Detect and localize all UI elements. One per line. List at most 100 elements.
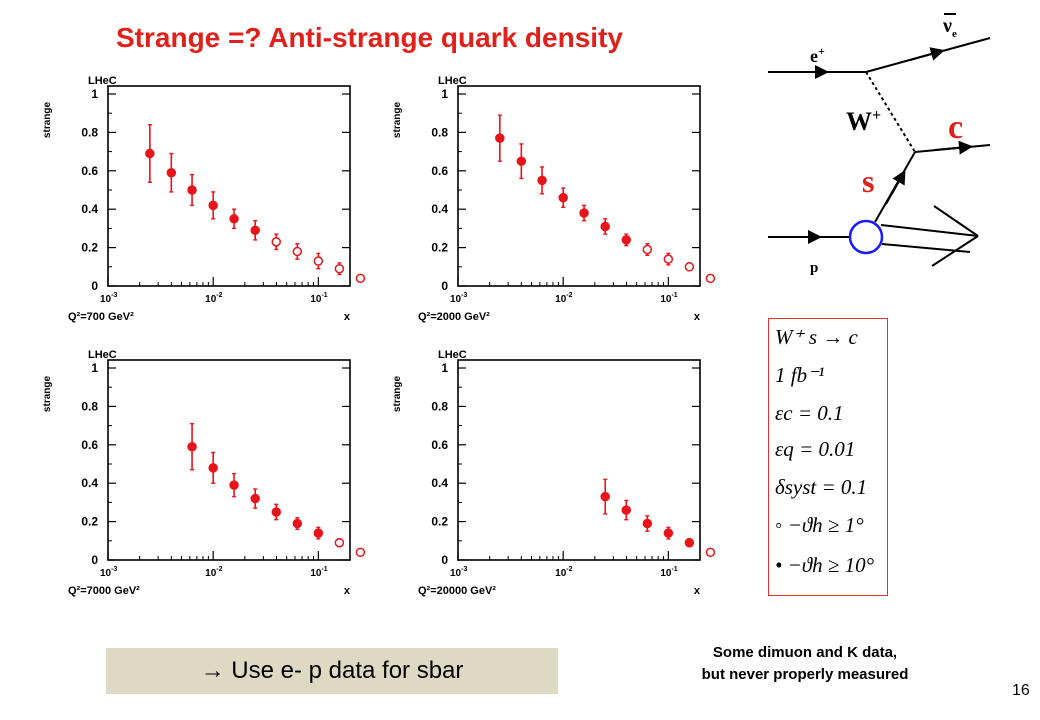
open-marker	[663, 254, 674, 264]
data-point	[558, 187, 568, 208]
param-syst: δsyst = 0.1	[775, 475, 868, 499]
data-point	[292, 243, 303, 260]
y-tick-label: 0.6	[81, 164, 98, 178]
filled-marker	[187, 185, 197, 195]
open-marker	[334, 263, 345, 274]
filled-marker	[516, 156, 527, 166]
y-tick-label: 0.8	[81, 125, 98, 139]
x-tick-label: 10-2	[205, 292, 222, 305]
open-marker	[705, 273, 716, 284]
data-point	[579, 204, 589, 222]
y-tick-label: 0	[91, 553, 98, 567]
y-tick-label: 1	[91, 361, 98, 375]
data-point	[292, 517, 303, 530]
positron-label: e+	[810, 44, 825, 66]
y-tick-label: 0.6	[431, 438, 448, 452]
data-point	[495, 114, 505, 162]
charm-arrow	[934, 140, 973, 155]
page-number: 16	[1012, 682, 1030, 699]
data-point	[621, 233, 632, 247]
y-axis-label: strange	[42, 376, 53, 413]
data-point	[250, 220, 260, 241]
data-point	[271, 503, 282, 521]
y-tick-label: 1	[441, 87, 448, 101]
filled-marker	[208, 463, 218, 473]
plot-header: LHeC	[88, 75, 117, 87]
remnant-line	[933, 205, 979, 237]
filled-marker	[621, 235, 632, 245]
filled-marker	[250, 493, 260, 504]
y-tick-label: 1	[91, 87, 98, 101]
data-point	[271, 233, 282, 251]
data-point	[208, 451, 218, 484]
data-point	[684, 262, 695, 272]
filled-marker	[642, 518, 653, 529]
proton-label: p	[810, 260, 818, 276]
filled-marker	[313, 528, 324, 538]
data-point	[684, 537, 695, 548]
y-tick-label: 0.8	[431, 125, 448, 139]
filled-marker	[579, 208, 589, 218]
y-tick-label: 0.2	[81, 241, 98, 255]
y-tick-label: 0	[441, 553, 448, 567]
y-tick-label: 0.6	[81, 438, 98, 452]
x-axis-label: x	[344, 585, 351, 597]
y-tick-label: 0.8	[431, 399, 448, 413]
open-marker	[355, 273, 366, 284]
footnote-line: Some dimuon and K data,	[712, 644, 898, 661]
plot-panel-q2-2000: LHeC strange 0 0.2 0.4 0.6 0.8 1 10-3 10-2 10-1 Q²=…	[390, 72, 716, 357]
q2-label: Q²=20000 GeV²	[418, 585, 496, 597]
w-boson-line	[865, 71, 916, 153]
filled-marker	[663, 528, 674, 538]
filled-marker	[187, 441, 197, 452]
y-tick-label: 0.4	[431, 476, 448, 490]
plot-svg: LHeC strange 0 0.2 0.4 0.6 0.8 1 10-3 10-2 10-1 Q²=…	[42, 349, 366, 597]
plot-header: LHeC	[438, 349, 467, 361]
q2-label: Q²=7000 GeV²	[68, 585, 140, 597]
footnote: Some dimuon and K data, but never proper…	[640, 642, 970, 686]
parameter-box: W⁺ s → c 1 fb⁻¹ εc = 0.1 εq = 0.01 δsyst…	[768, 318, 888, 596]
data-point	[621, 499, 632, 521]
charm-label: c	[948, 109, 963, 146]
open-marker	[642, 244, 653, 255]
x-axis-label: x	[344, 311, 351, 323]
data-point	[516, 143, 527, 180]
data-point	[600, 218, 610, 235]
open-marker	[313, 256, 324, 266]
strange-arrow	[885, 169, 906, 205]
data-point	[663, 252, 674, 266]
y-tick-label: 0.4	[81, 476, 98, 490]
plot-frame	[107, 85, 351, 287]
x-axis-label: x	[694, 311, 701, 323]
plot-svg: LHeC strange 0 0.2 0.4 0.6 0.8 1 10-3 10-2 10-1 Q²=…	[42, 75, 366, 323]
data-point	[229, 208, 239, 230]
x-tick-label: 10-1	[310, 566, 327, 579]
data-point	[313, 526, 324, 540]
data-point	[355, 547, 366, 558]
x-tick-label: 10-1	[660, 566, 677, 579]
y-tick-label: 0.4	[431, 202, 448, 216]
data-point	[334, 262, 345, 276]
x-tick-label: 10-3	[100, 566, 117, 579]
plot-svg: LHeC strange 0 0.2 0.4 0.6 0.8 1 10-3 10-2 10-1 Q²=…	[392, 75, 716, 323]
neutrino-label: νe	[942, 15, 957, 40]
strange-label: s	[862, 163, 874, 199]
x-tick-label: 10-1	[660, 292, 677, 305]
data-point	[250, 488, 260, 509]
proton-vertex	[848, 219, 884, 255]
data-point	[166, 152, 177, 193]
data-point	[663, 526, 674, 540]
x-tick-label: 10-3	[450, 292, 467, 305]
y-tick-label: 0.2	[431, 241, 448, 255]
filled-marker	[537, 175, 547, 186]
data-point	[187, 422, 197, 471]
param-luminosity: 1 fb⁻¹	[775, 363, 825, 387]
filled-marker	[600, 491, 610, 502]
footnote-line: but never properly measured	[701, 666, 909, 683]
filled-marker	[166, 167, 177, 178]
slide-title: Strange =? Anti-strange quark density	[116, 22, 623, 53]
plot-svg: LHeC strange 0 0.2 0.4 0.6 0.8 1 10-3 10-2 10-1 Q²=…	[392, 349, 716, 597]
plot-panel-q2-20000: LHeC strange 0 0.2 0.4 0.6 0.8 1 10-3 10-2 10-1 Q²=…	[390, 346, 716, 631]
data-point	[229, 472, 239, 498]
filled-marker	[271, 507, 282, 517]
